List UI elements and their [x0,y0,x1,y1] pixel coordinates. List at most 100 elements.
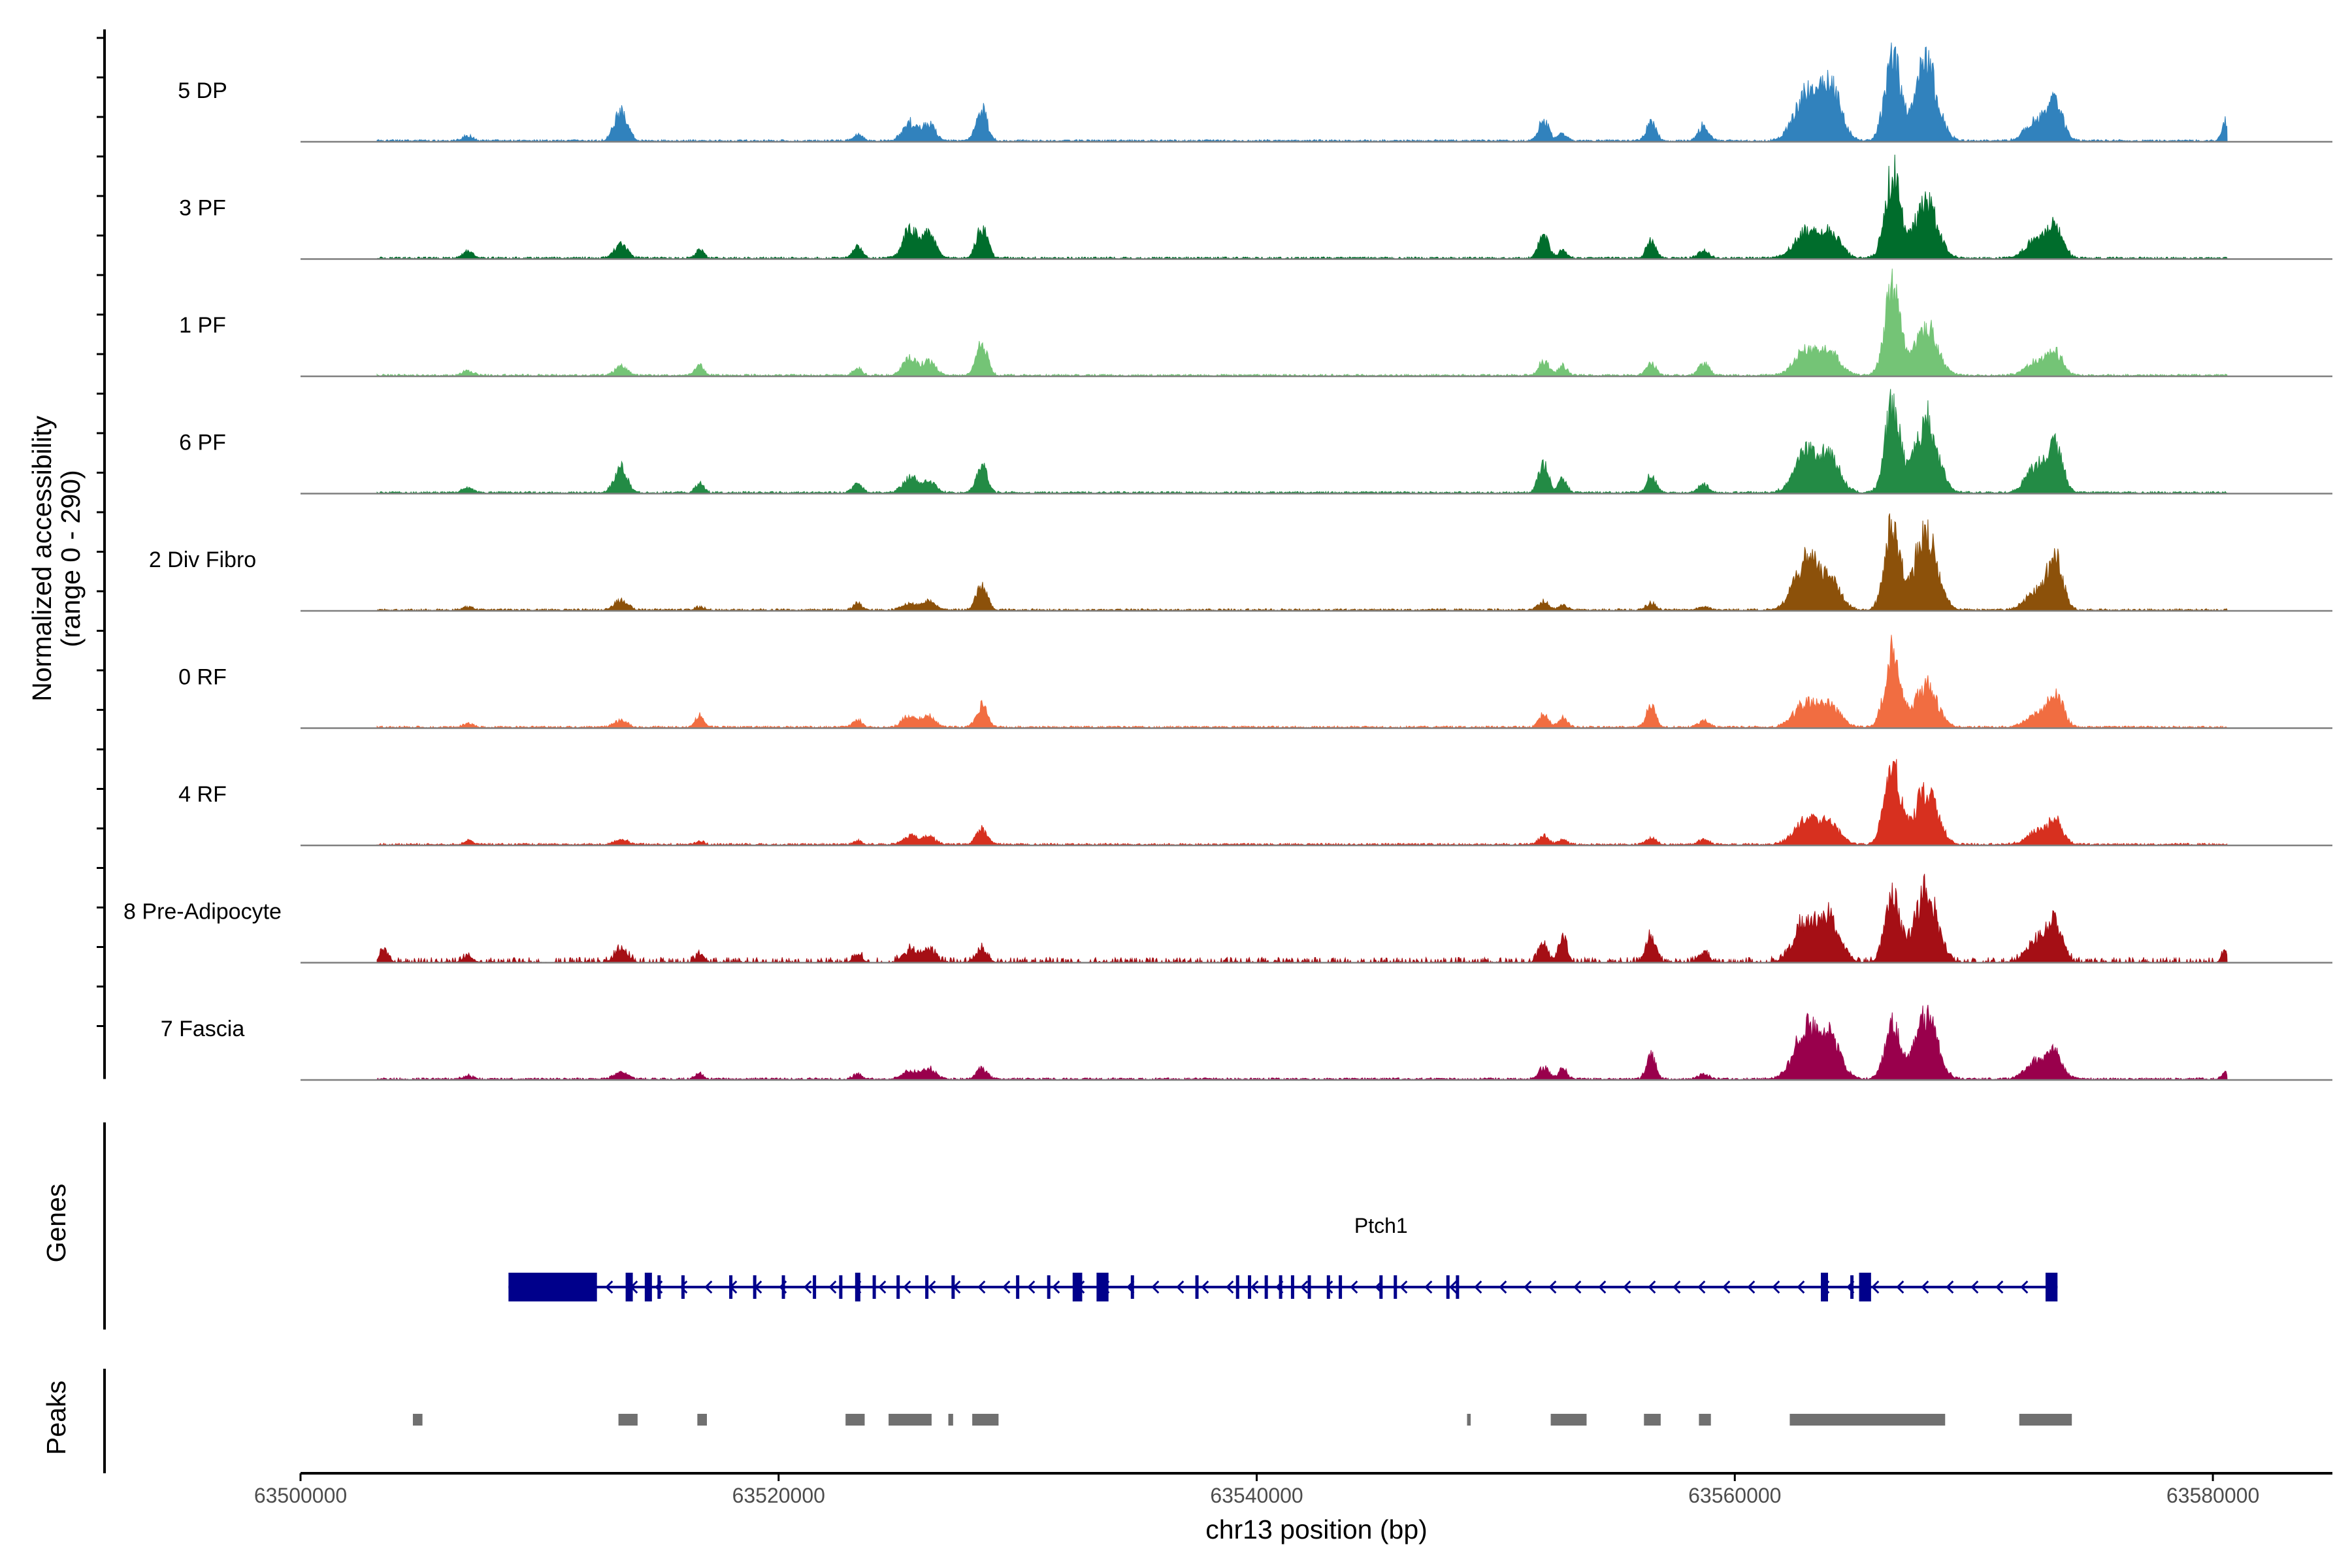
strand-arrow-icon [1623,1280,1631,1294]
gene-exon-minor [1326,1275,1330,1299]
strand-arrow-icon [1673,1280,1681,1294]
strand-arrow-icon [1027,1280,1036,1294]
x-axis-title: chr13 position (bp) [1205,1514,1428,1544]
peak-region [1789,1414,1946,1426]
strand-arrow-icon [1350,1280,1358,1294]
coverage-area [376,269,2228,378]
gene-exon-minor [1235,1275,1239,1299]
coverage-area [376,154,2228,260]
gene-exon [644,1273,652,1301]
track-1-pf: 1 PF [179,269,2332,378]
gene-exon [2045,1273,2058,1301]
strand-arrow-icon [977,1280,986,1294]
gene-name-label: Ptch1 [1354,1214,1408,1237]
track-label: 1 PF [179,313,226,338]
strand-arrow-icon [1772,1280,1780,1294]
gene-exon-minor [781,1275,785,1299]
gene-exon-minor [1379,1275,1383,1299]
track-7-fascia: 7 Fascia [161,1005,2332,1081]
x-tick-label: 63540000 [1210,1484,1303,1507]
peak-region [1644,1414,1661,1426]
peak-region [2019,1414,2072,1426]
strand-arrow-icon [1524,1280,1532,1294]
track-label: 4 RF [178,782,227,807]
track-3-pf: 3 PF [179,154,2332,260]
track-6-pf: 6 PF [179,389,2332,495]
strand-arrow-icon [1548,1280,1557,1294]
gene-exon-minor [1264,1275,1268,1299]
peak-region [948,1414,953,1426]
peak-region [697,1414,707,1426]
strand-arrow-icon [679,1280,688,1294]
peak-panel [103,1369,2072,1473]
strand-arrow-icon [1499,1280,1507,1294]
strand-arrow-icon [2020,1280,2029,1294]
gene-exon [625,1273,633,1301]
strand-arrow-icon [1871,1280,1880,1294]
peak-region [412,1414,423,1426]
strand-arrow-icon [1648,1280,1656,1294]
strand-arrow-icon [1598,1280,1607,1294]
peaks-panel-label: Peaks [41,1380,71,1455]
strand-arrow-icon [1424,1280,1433,1294]
gene-exon-minor [1456,1275,1460,1299]
coverage-area [376,759,2228,847]
coverage-area [376,389,2228,495]
genes-panel-label: Genes [41,1184,71,1263]
peak-region [845,1414,865,1426]
peak-region [1699,1414,1711,1426]
strand-arrow-icon [1921,1280,1929,1294]
strand-arrow-icon [878,1280,887,1294]
peak-region [1467,1414,1471,1426]
strand-arrow-icon [1747,1280,1756,1294]
gene-exon-minor [753,1275,757,1299]
x-tick-label: 63560000 [1688,1484,1781,1507]
strand-arrow-icon [1995,1280,2004,1294]
track-label: 6 PF [179,431,226,455]
track-label: 7 Fascia [161,1017,245,1041]
x-axis: 63500000 63520000 63540000 63560000 63580000 [254,1472,2332,1507]
gene-exon-minor [729,1275,733,1299]
axis-labels: Normalized accessibility (range 0 - 290)… [27,416,1428,1544]
strand-arrow-icon [1176,1280,1184,1294]
strand-arrow-icon [1474,1280,1482,1294]
track-2-div-fibro: 2 Div Fibro [149,513,2332,612]
gene-exon [855,1273,860,1301]
coverage-area [376,42,2228,143]
track-label: 8 Pre-Adipocyte [123,900,282,924]
coverage-area [376,634,2229,729]
track-4-rf: 4 RF [178,759,2332,847]
strand-arrow-icon [1946,1280,1954,1294]
gene-exon-minor [896,1275,900,1299]
gene-exon-minor [1446,1275,1450,1299]
peak-region [972,1414,999,1426]
gene-exon-minor [681,1275,685,1299]
track-label: 0 RF [178,665,227,690]
strand-arrow-icon [1573,1280,1582,1294]
gene-exon-minor [1195,1275,1199,1299]
x-tick-label: 63500000 [254,1484,347,1507]
gene-exon-minor [925,1275,929,1299]
strand-arrow-icon [1250,1280,1259,1294]
strand-arrow-icon [1722,1280,1731,1294]
strand-arrow-icon [1697,1280,1706,1294]
x-tick-label: 63520000 [732,1484,825,1507]
x-tick-label: 63580000 [2166,1484,2259,1507]
gene-exon-minor [813,1275,817,1299]
strand-arrow-icon [1797,1280,1805,1294]
gene-exon-minor [657,1275,661,1299]
track-5-dp: 5 DP [178,42,2332,143]
strand-arrow-icon [605,1280,613,1294]
coverage-tracks: 5 DP 3 PF 1 PF 6 PF 2 Div Fibro 0 RF 4 RF 8 Pre… [97,29,2332,1081]
gene-exon-minor [1394,1275,1397,1299]
gene-exon [1072,1273,1083,1301]
coverage-area [376,513,2228,612]
strand-arrow-icon [704,1280,713,1294]
gene-exon-minor [1339,1275,1343,1299]
peak-region [618,1414,638,1426]
gene-exon-minor [1850,1275,1854,1299]
gene-exon-minor [839,1275,843,1299]
gene-exon-minor [872,1275,876,1299]
strand-arrow-icon [1399,1280,1408,1294]
